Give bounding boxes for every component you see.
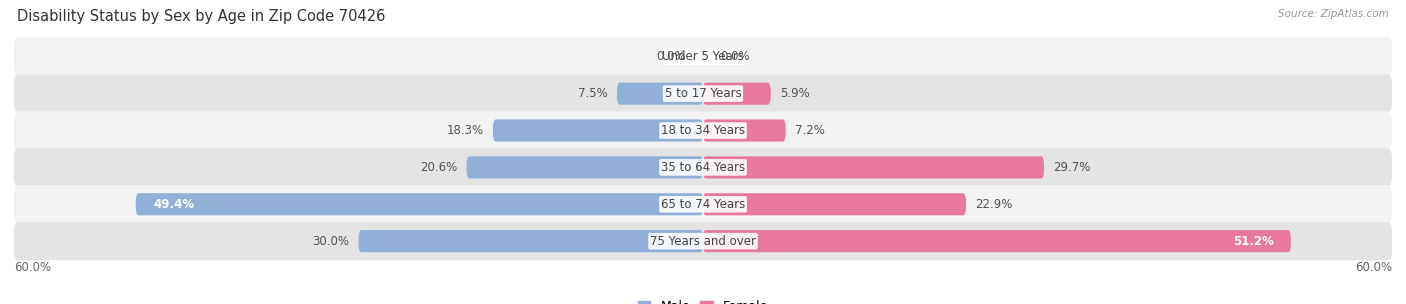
Text: 18.3%: 18.3% — [447, 124, 484, 137]
Text: 5 to 17 Years: 5 to 17 Years — [665, 87, 741, 100]
Text: Under 5 Years: Under 5 Years — [662, 50, 744, 63]
FancyBboxPatch shape — [14, 148, 1392, 187]
Text: 29.7%: 29.7% — [1053, 161, 1091, 174]
Text: 60.0%: 60.0% — [1355, 261, 1392, 275]
Text: 65 to 74 Years: 65 to 74 Years — [661, 198, 745, 211]
FancyBboxPatch shape — [14, 111, 1392, 150]
FancyBboxPatch shape — [14, 222, 1392, 260]
Text: 7.2%: 7.2% — [794, 124, 825, 137]
FancyBboxPatch shape — [136, 193, 703, 215]
Text: 30.0%: 30.0% — [312, 235, 349, 248]
Text: 51.2%: 51.2% — [1233, 235, 1274, 248]
Text: 75 Years and over: 75 Years and over — [650, 235, 756, 248]
FancyBboxPatch shape — [703, 193, 966, 215]
Text: Disability Status by Sex by Age in Zip Code 70426: Disability Status by Sex by Age in Zip C… — [17, 9, 385, 24]
Text: 7.5%: 7.5% — [578, 87, 607, 100]
FancyBboxPatch shape — [14, 74, 1392, 113]
FancyBboxPatch shape — [494, 119, 703, 142]
Text: 0.0%: 0.0% — [720, 50, 749, 63]
Text: 60.0%: 60.0% — [14, 261, 51, 275]
FancyBboxPatch shape — [703, 83, 770, 105]
Text: 22.9%: 22.9% — [976, 198, 1012, 211]
Text: 18 to 34 Years: 18 to 34 Years — [661, 124, 745, 137]
FancyBboxPatch shape — [703, 119, 786, 142]
Text: 35 to 64 Years: 35 to 64 Years — [661, 161, 745, 174]
Text: Source: ZipAtlas.com: Source: ZipAtlas.com — [1278, 9, 1389, 19]
FancyBboxPatch shape — [703, 156, 1045, 178]
FancyBboxPatch shape — [703, 230, 1291, 252]
FancyBboxPatch shape — [14, 185, 1392, 223]
FancyBboxPatch shape — [359, 230, 703, 252]
Text: 0.0%: 0.0% — [657, 50, 686, 63]
Legend: Male, Female: Male, Female — [633, 295, 773, 304]
FancyBboxPatch shape — [617, 83, 703, 105]
Text: 49.4%: 49.4% — [153, 198, 194, 211]
FancyBboxPatch shape — [14, 38, 1392, 76]
FancyBboxPatch shape — [467, 156, 703, 178]
Text: 20.6%: 20.6% — [420, 161, 457, 174]
Text: 5.9%: 5.9% — [780, 87, 810, 100]
